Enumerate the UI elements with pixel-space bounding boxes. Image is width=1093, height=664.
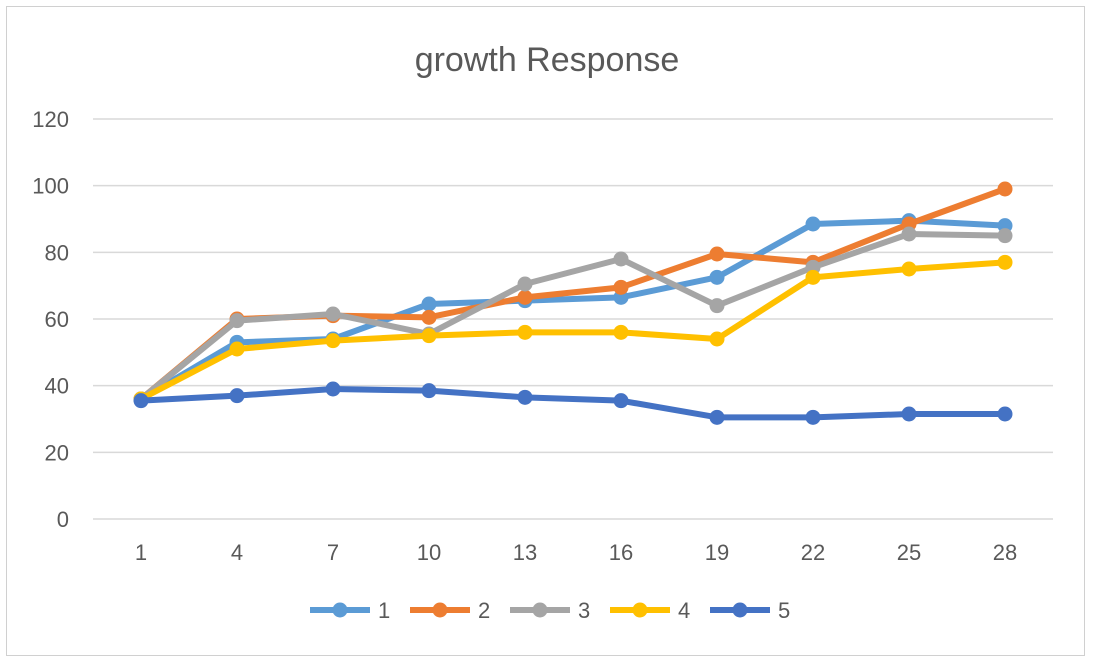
data-point xyxy=(229,388,245,404)
y-tick-label: 80 xyxy=(45,240,69,265)
series-5 xyxy=(133,381,1013,425)
series-line-5 xyxy=(138,386,1008,421)
legend-swatch-marker xyxy=(632,602,648,618)
data-point xyxy=(421,296,437,312)
x-axis-ticks: 1 4 7 10 13 16 19 22 25 28 xyxy=(135,540,1017,565)
data-point xyxy=(325,381,341,397)
data-point xyxy=(517,324,533,340)
legend-swatch-marker xyxy=(532,602,548,618)
data-point xyxy=(805,409,821,425)
legend-item-4: 4 xyxy=(610,598,690,623)
series-line-1 xyxy=(138,217,1008,402)
x-tick-label: 16 xyxy=(609,540,633,565)
data-point xyxy=(709,409,725,425)
legend-label: 3 xyxy=(578,598,590,623)
data-point xyxy=(325,333,341,349)
data-point xyxy=(517,389,533,405)
legend-label: 1 xyxy=(378,598,390,623)
data-point xyxy=(517,276,533,292)
data-point xyxy=(997,406,1013,422)
data-point xyxy=(709,246,725,262)
series-line-3 xyxy=(138,231,1008,402)
y-tick-label: 40 xyxy=(45,374,69,399)
y-axis-ticks: 0 20 40 60 80 100 120 xyxy=(32,107,69,532)
legend-item-2: 2 xyxy=(410,598,490,623)
legend-swatch-marker xyxy=(732,602,748,618)
legend-item-3: 3 xyxy=(510,598,590,623)
data-point xyxy=(229,341,245,357)
data-point xyxy=(709,331,725,347)
legend-label: 5 xyxy=(778,598,790,623)
legend-item-1: 1 xyxy=(310,598,390,623)
series-3 xyxy=(133,226,1013,407)
x-tick-label: 13 xyxy=(513,540,537,565)
series-4 xyxy=(133,254,1013,407)
data-point xyxy=(805,269,821,285)
data-point xyxy=(613,324,629,340)
data-point xyxy=(997,254,1013,270)
x-tick-label: 19 xyxy=(705,540,729,565)
x-tick-label: 7 xyxy=(327,540,339,565)
series-layer xyxy=(133,181,1013,425)
y-tick-label: 120 xyxy=(32,107,69,132)
legend-swatch-marker xyxy=(432,602,448,618)
legend-label: 4 xyxy=(678,598,690,623)
x-tick-label: 10 xyxy=(417,540,441,565)
data-point xyxy=(325,306,341,322)
y-tick-label: 20 xyxy=(45,440,69,465)
x-tick-label: 1 xyxy=(135,540,147,565)
y-tick-label: 0 xyxy=(57,507,69,532)
series-line-4 xyxy=(138,259,1008,402)
data-point xyxy=(421,309,437,325)
data-point xyxy=(997,181,1013,197)
y-tick-label: 60 xyxy=(45,307,69,332)
data-point xyxy=(901,261,917,277)
data-point xyxy=(133,393,149,409)
chart-frame: growth Response 0 20 40 60 80 100 120 1 4 7 10 13 1… xyxy=(6,6,1085,656)
x-tick-label: 4 xyxy=(231,540,243,565)
chart-title: growth Response xyxy=(415,41,680,79)
legend: 1 2 3 4 5 xyxy=(310,598,790,623)
data-point xyxy=(517,289,533,305)
data-point xyxy=(997,228,1013,244)
data-point xyxy=(901,406,917,422)
data-point xyxy=(229,313,245,329)
series-2 xyxy=(133,181,1013,407)
data-point xyxy=(805,216,821,232)
data-point xyxy=(613,393,629,409)
x-tick-label: 22 xyxy=(801,540,825,565)
x-tick-label: 28 xyxy=(993,540,1017,565)
data-point xyxy=(613,279,629,295)
data-point xyxy=(901,226,917,242)
y-tick-label: 100 xyxy=(32,174,69,199)
x-tick-label: 25 xyxy=(897,540,921,565)
data-point xyxy=(613,251,629,267)
data-point xyxy=(709,298,725,314)
data-point xyxy=(421,328,437,344)
data-point xyxy=(421,383,437,399)
legend-label: 2 xyxy=(478,598,490,623)
data-point xyxy=(709,269,725,285)
legend-swatch-marker xyxy=(332,602,348,618)
legend-item-5: 5 xyxy=(710,598,790,623)
